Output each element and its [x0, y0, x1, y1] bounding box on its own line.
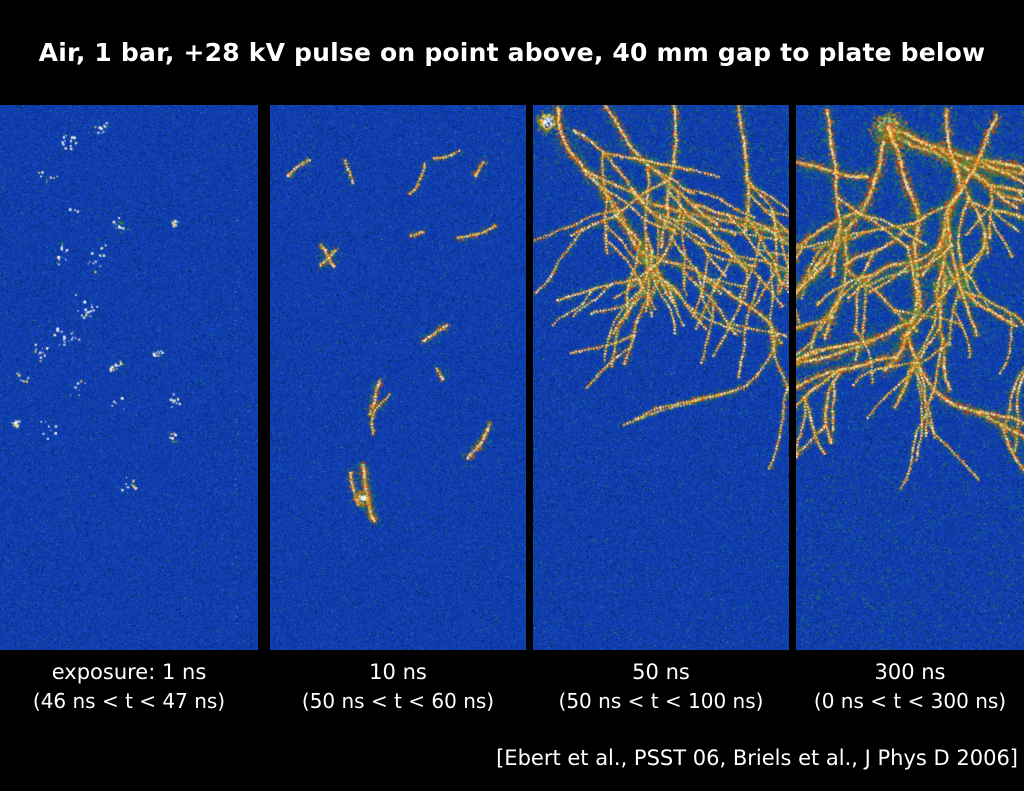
caption-10ns: 10 ns (50 ns < t < 60 ns) — [270, 658, 526, 716]
streamer-image-10ns — [270, 105, 526, 650]
panel-50ns: 50 ns (50 ns < t < 100 ns) — [533, 105, 789, 716]
time-window-1ns: (46 ns < t < 47 ns) — [32, 689, 226, 713]
streamer-image-300ns — [796, 105, 1024, 650]
exposure-label-50ns: 50 ns — [632, 660, 690, 684]
exposure-label-300ns: 300 ns — [874, 660, 946, 684]
streamer-image-1ns — [0, 105, 258, 650]
time-window-10ns: (50 ns < t < 60 ns) — [301, 689, 495, 713]
exposure-label-1ns: exposure: 1 ns — [51, 660, 207, 684]
caption-50ns: 50 ns (50 ns < t < 100 ns) — [533, 658, 789, 716]
caption-1ns: exposure: 1 ns (46 ns < t < 47 ns) — [0, 658, 258, 716]
panel-300ns: 300 ns (0 ns < t < 300 ns) — [796, 105, 1024, 716]
citation: [Ebert et al., PSST 06, Briels et al., J… — [496, 746, 1018, 770]
time-window-300ns: (0 ns < t < 300 ns) — [813, 689, 1007, 713]
slide-title: Air, 1 bar, +28 kV pulse on point above,… — [38, 38, 986, 67]
panel-1ns: exposure: 1 ns (46 ns < t < 47 ns) — [0, 105, 258, 716]
caption-300ns: 300 ns (0 ns < t < 300 ns) — [796, 658, 1024, 716]
streamer-image-50ns — [533, 105, 789, 650]
exposure-label-10ns: 10 ns — [369, 660, 427, 684]
time-window-50ns: (50 ns < t < 100 ns) — [558, 689, 764, 713]
panel-10ns: 10 ns (50 ns < t < 60 ns) — [270, 105, 526, 716]
